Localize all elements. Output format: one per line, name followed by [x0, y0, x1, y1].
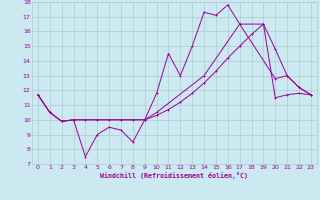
X-axis label: Windchill (Refroidissement éolien,°C): Windchill (Refroidissement éolien,°C)	[100, 172, 248, 179]
